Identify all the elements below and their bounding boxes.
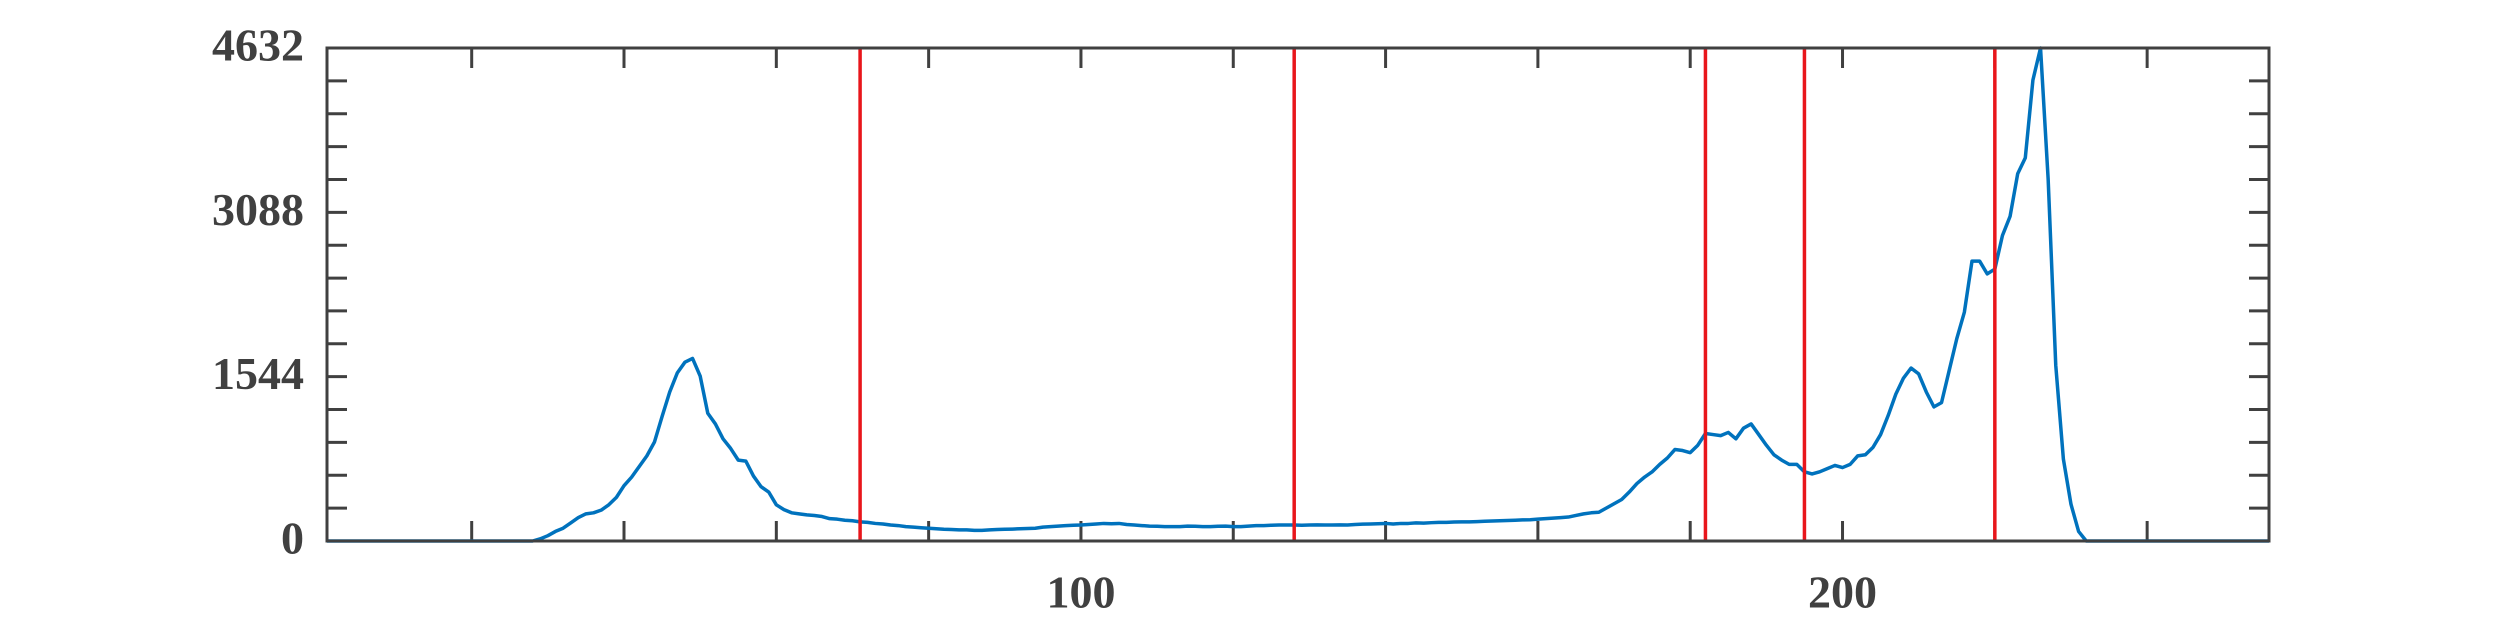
- x-tick-label: 200: [1808, 567, 1877, 618]
- plot-frame: [325, 46, 2271, 543]
- y-tick-label: 1544: [212, 348, 304, 399]
- y-tick-label: 3088: [212, 184, 304, 235]
- data-line: [327, 46, 2269, 543]
- x-tick-label: 100: [1046, 567, 1115, 618]
- y-tick-label: 4632: [212, 20, 304, 71]
- y-tick-label: 0: [281, 513, 304, 564]
